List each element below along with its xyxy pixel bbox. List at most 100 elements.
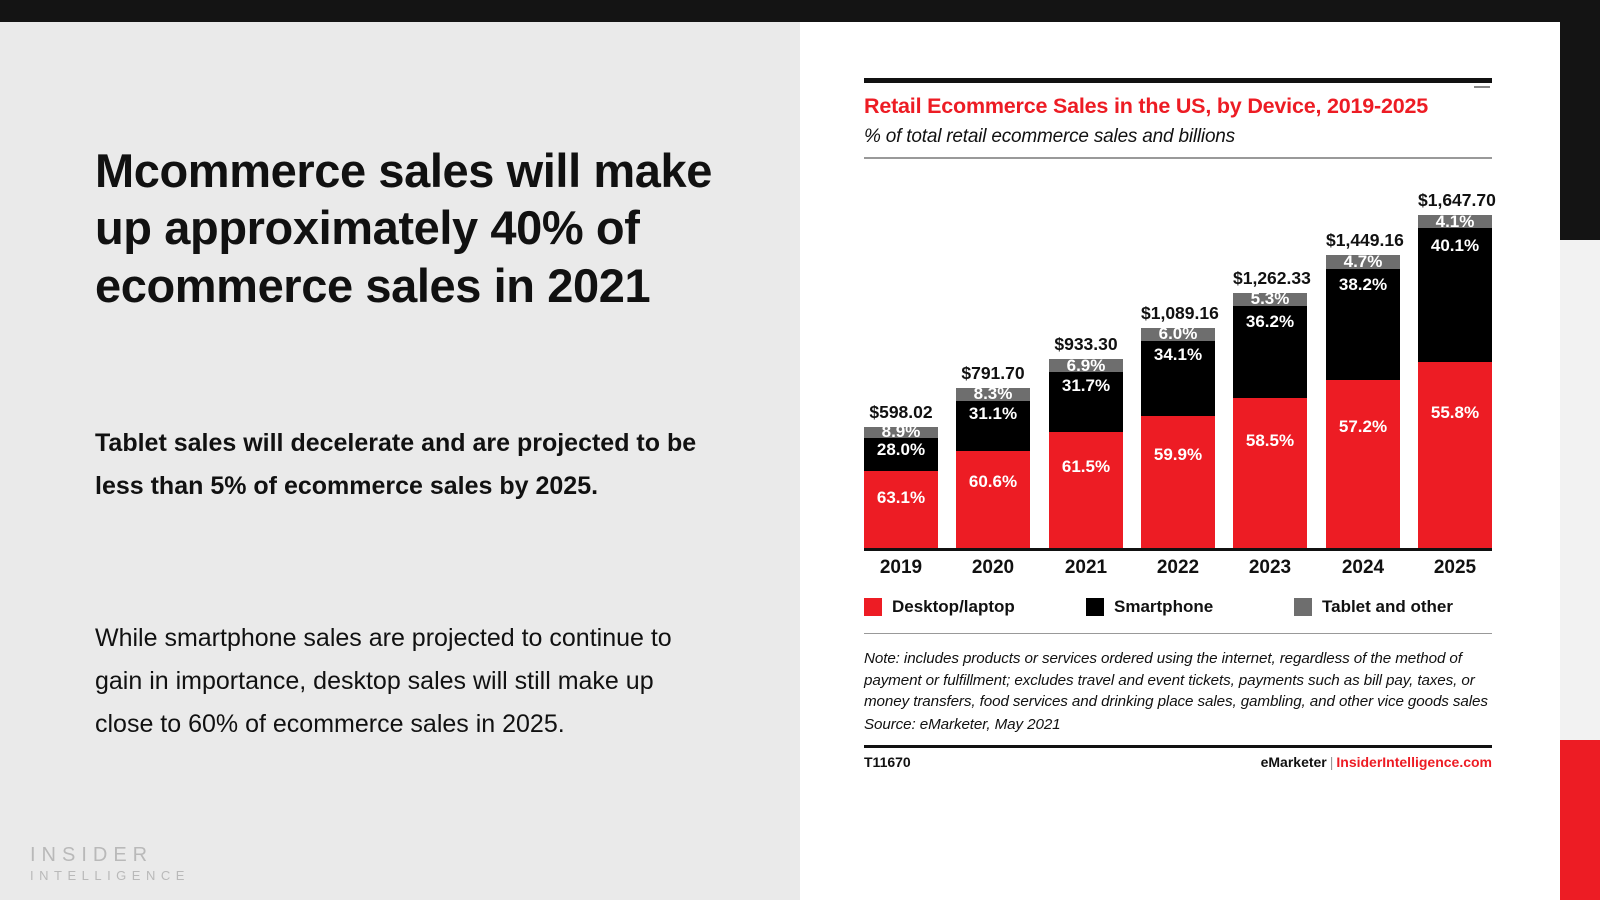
bar-segment: 61.5% [1049,431,1123,548]
footer-brand-emarketer: eMarketer [1260,753,1327,770]
bar-total-label: $1,089.16 [1141,302,1219,323]
bar-segment-label: 61.5% [1061,457,1111,477]
bar-segment: 6.9% [1049,359,1123,373]
x-axis-label: 2023 [1248,556,1292,578]
subheading-text: Tablet sales will decelerate and are pro… [95,429,697,500]
bar-segment: 38.2% [1326,268,1400,381]
left-text-panel: Mcommerce sales will make up approximate… [0,22,800,900]
bar-group: $1,089.16 6.0% 34.1% 59.9% [1141,303,1219,548]
footer-brand: eMarketer | InsiderIntelligence.com [1261,754,1492,770]
bar-group: $1,262.33 5.3% 36.2% 58.5% [1233,268,1311,548]
chart-legend: Desktop/laptop Smartphone Tablet and other [864,597,1492,625]
bar-segment: 4.7% [1326,254,1400,269]
bar-group: $791.70 8.3% 31.1% 60.6% [956,363,1030,548]
bar-segment: 4.1% [1418,214,1492,229]
bar-segment: 31.1% [956,400,1030,451]
legend-label: Tablet and other [1322,596,1453,616]
note-text: Note: includes products or services orde… [864,650,1488,711]
bar-segment: 8.3% [956,387,1030,401]
bar-segment-label: 40.1% [1430,236,1480,256]
bar-group: $933.30 6.9% 31.7% 61.5% [1049,334,1123,548]
bar-segment-label: 36.2% [1245,311,1295,331]
chart-top-rule [864,78,1492,83]
chart-footer: T11670 eMarketer | InsiderIntelligence.com [864,744,1492,770]
chart-subtitle: % of total retail ecommerce sales and bi… [864,126,1235,148]
legend-swatch [1294,597,1312,616]
bar-total-label: $1,647.70 [1418,189,1496,210]
bar-segment-label: 60.6% [968,472,1018,492]
bar-segment-label: 8.3% [973,387,1013,401]
bar-segment-label: 4.1% [1435,214,1475,229]
bar-total-label: $1,449.16 [1326,229,1404,250]
logo-line-insider: INSIDER [30,844,154,866]
bar-segment-label: 4.7% [1343,254,1383,269]
bar-segment-label: 34.1% [1153,345,1203,365]
chart-title: Retail Ecommerce Sales in the US, by Dev… [864,94,1429,118]
bar-segment-label: 6.9% [1066,359,1106,373]
bar-segment: 34.1% [1141,340,1215,416]
body-paragraph: While smartphone sales are projected to … [95,624,672,738]
legend-item[interactable]: Desktop/laptop [864,597,1015,617]
x-axis-line [864,547,1492,551]
source-text: Source: eMarketer, May 2021 [864,715,1061,733]
bar-segment: 6.0% [1141,327,1215,341]
bar-segment-label: 5.3% [1250,292,1290,307]
legend-swatch [864,597,882,616]
stacked-bar-chart: $598.02 8.9% 28.0% 63.1% $791.70 8.3% 31.1% 60.… [864,181,1496,551]
bar-total-label: $933.30 [1054,334,1118,355]
x-axis-label: 2019 [879,556,923,578]
legend-swatch [1086,597,1104,616]
bar-total-label: $1,262.33 [1233,267,1311,288]
chart-id-label: T11670 [864,753,911,770]
bar-segment-label: 63.1% [876,488,926,508]
bar-segment: 55.8% [1418,361,1492,548]
bar-segment: 60.6% [956,450,1030,548]
chart-panel: Retail Ecommerce Sales in the US, by Dev… [800,22,1560,900]
right-edge-gray-band [1560,240,1600,740]
x-axis-label: 2022 [1156,556,1200,578]
bar-segment-label: 59.9% [1153,444,1203,464]
footer-rule [864,744,1492,748]
legend-label: Desktop/laptop [892,596,1015,616]
bar-group: $598.02 8.9% 28.0% 63.1% [864,402,938,548]
legend-item[interactable]: Tablet and other [1294,597,1453,617]
bar-segment: 36.2% [1233,306,1307,399]
notes-divider-rule [864,632,1492,635]
bar-segment: 5.3% [1233,292,1307,307]
bar-group: $1,647.70 4.1% 40.1% 55.8% [1418,190,1496,548]
x-axis-label: 2025 [1433,556,1477,578]
footer-brand-insiderintelligence[interactable]: InsiderIntelligence.com [1336,753,1492,770]
bar-segment-label: 58.5% [1245,431,1295,451]
bar-segment-label: 57.2% [1338,417,1388,437]
bar-segment: 31.7% [1049,372,1123,432]
bar-segment-label: 31.1% [968,403,1018,423]
bar-segment: 8.9% [864,426,938,438]
bar-segment-label: 28.0% [876,439,926,459]
right-edge-red-band [1560,740,1600,900]
bar-segment: 63.1% [864,471,938,548]
bar-segment: 58.5% [1233,398,1307,548]
insider-intelligence-logo: INSIDER INTELLIGENCE [30,842,190,885]
bar-segment-label: 8.9% [881,426,921,438]
top-dark-band [0,0,1600,22]
corner-tick-mark [1466,84,1492,94]
chart-header-rule [864,157,1492,159]
bar-segment: 40.1% [1418,228,1492,362]
x-axis-label: 2024 [1341,556,1385,578]
legend-label: Smartphone [1114,596,1214,616]
x-axis-label: 2020 [971,556,1015,578]
chart-notes: Note: includes products or services orde… [864,648,1492,735]
bar-segment-label: 31.7% [1061,375,1111,395]
right-edge-dark-band [1560,0,1600,240]
logo-line-intelligence: INTELLIGENCE [30,868,190,883]
footer-brand-separator: | [1329,753,1334,770]
x-axis-label: 2021 [1064,556,1108,578]
x-axis-labels: 2019 2020 2021 2022 2023 2024 2025 [864,557,1492,591]
page-title: Mcommerce sales will make up approximate… [95,144,713,312]
bar-segment: 28.0% [864,437,938,472]
bar-segment: 59.9% [1141,415,1215,548]
bar-total-label: $598.02 [869,401,933,422]
bar-segment-label: 38.2% [1338,275,1388,295]
bar-total-label: $791.70 [961,362,1025,383]
legend-item[interactable]: Smartphone [1086,597,1213,617]
